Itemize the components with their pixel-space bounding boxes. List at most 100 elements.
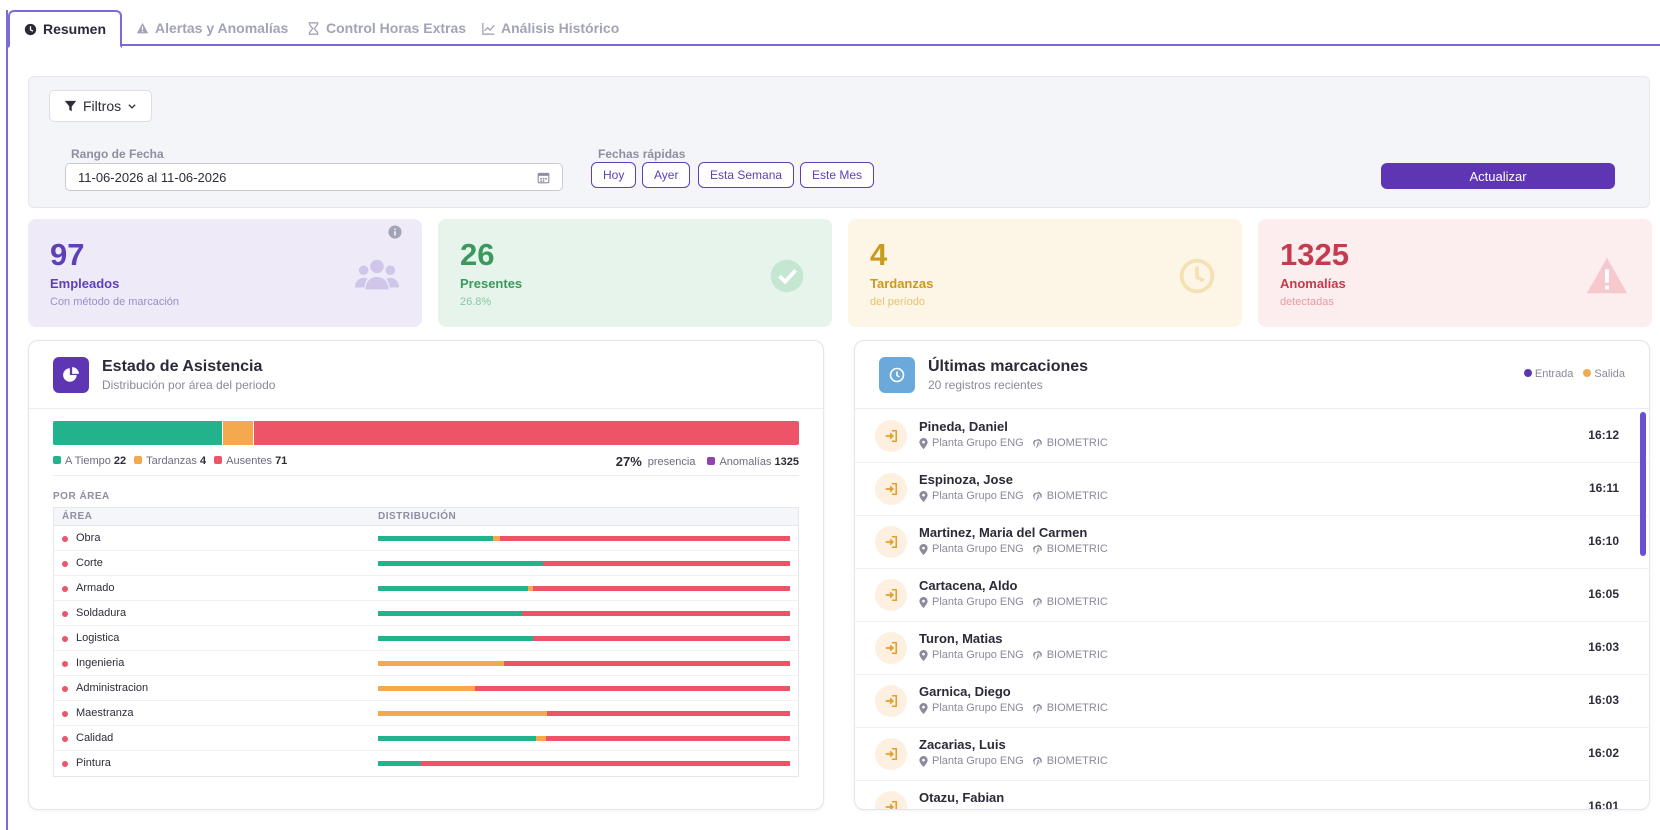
mark-item[interactable]: Pineda, Daniel Planta Grupo ENG BIOMETRIC 1… (855, 410, 1649, 463)
area-status-dot (62, 761, 68, 767)
marks-scrollbar[interactable] (1640, 412, 1646, 556)
mark-item[interactable]: Garnica, Diego Planta Grupo ENG BIOMETRIC 1… (855, 675, 1649, 728)
area-row: Ingenieria (54, 651, 798, 676)
kpi-empleados: 97 Empleados Con método de marcación (28, 219, 422, 327)
tab-bar: Resumen Alertas y Anomalías Control Hora… (8, 10, 1660, 48)
kpi-tardanzas: 4 Tardanzas del período (848, 219, 1242, 327)
mark-item[interactable]: Cartacena, Aldo Planta Grupo ENG BIOMETRIC… (855, 569, 1649, 622)
users-icon (354, 259, 400, 290)
area-name: Armado (76, 582, 115, 594)
tab-analisis-historico[interactable]: Análisis Histórico (468, 10, 633, 46)
legend-exit: Salida (1583, 368, 1625, 380)
area-distribution-bar (378, 636, 790, 641)
calendar-icon[interactable] (537, 171, 550, 184)
kpi-title: Presentes (460, 276, 523, 291)
clock-icon (1179, 258, 1215, 294)
date-range-input[interactable]: 11-06-2026 al 11-06-2026 (65, 163, 563, 191)
mark-item[interactable]: Turon, Matias Planta Grupo ENG BIOMETRIC 16… (855, 622, 1649, 675)
clock-icon (879, 357, 915, 393)
mark-item[interactable]: Otazu, Fabian Planta Grupo ENG BIOMETRIC 16… (855, 781, 1649, 809)
bar-on-time (378, 536, 494, 541)
area-name: Soldadura (76, 607, 127, 619)
stack-on-time (53, 421, 223, 445)
mark-location: Planta Grupo ENG (932, 596, 1024, 608)
area-distribution-bar (378, 711, 790, 716)
location-pin-icon (919, 755, 928, 767)
area-distribution-bar (378, 536, 790, 541)
mark-meta: Planta Grupo ENG BIOMETRIC (919, 596, 1108, 608)
location-pin-icon (921, 808, 926, 809)
by-area-label: POR ÁREA (53, 491, 110, 502)
mark-item[interactable]: Martinez, Maria del Carmen Planta Grupo E… (855, 516, 1649, 569)
mark-item[interactable]: Espinoza, Jose Planta Grupo ENG BIOMETRIC 1… (855, 463, 1649, 516)
check-circle-icon (770, 259, 804, 293)
area-status-dot (62, 711, 68, 717)
quick-ayer-button[interactable]: Ayer (642, 162, 691, 188)
fingerprint-icon (1032, 650, 1042, 660)
employee-name: Zacarias, Luis (919, 737, 1006, 752)
filters-button[interactable]: Filtros (49, 90, 153, 122)
area-distribution-bar (378, 686, 790, 691)
bar-absent (474, 686, 790, 691)
info-icon[interactable] (388, 225, 402, 239)
mark-meta: Planta Grupo ENG BIOMETRIC (919, 808, 1108, 809)
exit-arrow-icon (875, 420, 907, 452)
employee-name: Garnica, Diego (919, 684, 1011, 699)
col-area: ÁREA (62, 511, 93, 522)
quick-hoy-button[interactable]: Hoy (591, 162, 637, 188)
presence-label: presencia (647, 455, 696, 468)
kpi-anomalias: 1325 Anomalías detectadas (1258, 219, 1652, 327)
mark-time: 16:11 (1588, 481, 1619, 495)
mark-item[interactable]: Zacarias, Luis Planta Grupo ENG BIOMETRIC 1… (855, 728, 1649, 781)
area-row: Calidad (54, 726, 798, 751)
bar-on-time (378, 611, 523, 616)
area-status-dot (62, 586, 68, 592)
kpi-title: Tardanzas (870, 276, 934, 291)
marks-list[interactable]: Pineda, Daniel Planta Grupo ENG BIOMETRIC 1… (855, 410, 1649, 809)
tab-horas-extras[interactable]: Control Horas Extras (293, 10, 480, 46)
bar-late (528, 586, 534, 591)
mark-location: Planta Grupo ENG (932, 649, 1024, 661)
filters-panel: Filtros Rango de Fecha 11-06-2026 al 11-… (28, 76, 1650, 208)
bar-absent (546, 711, 790, 716)
area-row: Logistica (54, 626, 798, 651)
tab-resumen[interactable]: Resumen (8, 10, 123, 48)
area-row: Pintura (54, 751, 798, 776)
update-button[interactable]: Actualizar (1381, 163, 1615, 189)
area-table: ÁREA DISTRIBUCIÓN Obra Corte Armado Soldadu… (53, 507, 799, 777)
kpi-value: 26 (460, 237, 495, 272)
filters-button-label: Filtros (83, 98, 122, 114)
area-name: Corte (76, 557, 103, 569)
warning-icon (1586, 257, 1628, 294)
mark-time: 16:03 (1588, 693, 1619, 707)
attendance-subtitle: Distribución por área del periodo (102, 378, 276, 392)
fingerprint-icon (1032, 809, 1043, 810)
mark-time: 16:03 (1588, 640, 1619, 654)
exit-arrow-icon (875, 632, 907, 664)
legend-entry: Entrada (1523, 368, 1573, 380)
bar-absent (533, 586, 790, 591)
area-name: Maestranza (76, 707, 134, 719)
pie-chart-icon (53, 357, 89, 393)
area-name: Administracion (76, 682, 149, 694)
marks-subtitle: 20 registros recientes (928, 378, 1043, 392)
employee-name: Espinoza, Jose (919, 472, 1013, 487)
legend-on-time: A Tiempo 22 (53, 455, 126, 467)
exit-arrow-icon (875, 685, 907, 717)
quick-esta-semana-button[interactable]: Esta Semana (698, 162, 795, 188)
date-range-value: 11-06-2026 al 11-06-2026 (78, 169, 227, 185)
mark-method: BIOMETRIC (1046, 755, 1108, 767)
attendance-panel: Estado de Asistencia Distribución por ár… (28, 340, 824, 810)
filter-icon (64, 100, 77, 111)
line-chart-icon (482, 22, 495, 35)
divider (53, 475, 799, 476)
hourglass-icon (308, 21, 319, 35)
area-status-dot (62, 561, 68, 567)
mark-time: 16:05 (1588, 587, 1619, 601)
bar-late (378, 711, 547, 716)
area-row: Obra (54, 526, 798, 551)
tab-alertas[interactable]: Alertas y Anomalías (122, 10, 302, 46)
mark-time: 16:12 (1588, 428, 1619, 442)
quick-este-mes-button[interactable]: Este Mes (800, 162, 875, 188)
location-pin-icon (919, 649, 928, 661)
